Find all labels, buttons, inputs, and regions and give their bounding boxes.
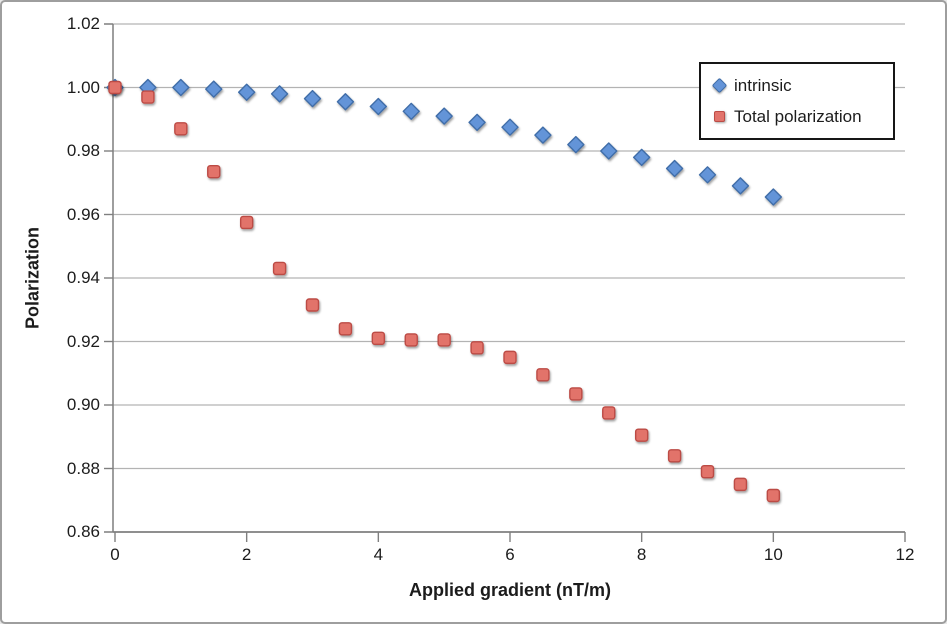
data-point-intrinsic xyxy=(303,89,322,108)
x-tick-label: 6 xyxy=(505,545,515,564)
data-point-intrinsic xyxy=(172,78,190,97)
y-axis-title: Polarization xyxy=(22,226,43,330)
data-point-total-polarization xyxy=(634,428,649,442)
data-point-total-polarization xyxy=(141,90,155,104)
data-point-total-polarization xyxy=(272,261,287,276)
data-points-group xyxy=(106,78,783,503)
data-point-intrinsic xyxy=(501,118,519,136)
data-point-total-polarization xyxy=(536,368,550,382)
y-tick-label: 0.98 xyxy=(66,141,100,160)
x-tick-label: 10 xyxy=(763,545,783,564)
legend-item-total-polarization: Total polarization xyxy=(714,107,893,127)
data-point-intrinsic xyxy=(534,126,552,144)
data-point-total-polarization xyxy=(700,464,715,479)
data-point-total-polarization xyxy=(733,477,748,492)
x-tick-label: 4 xyxy=(373,545,384,564)
data-point-intrinsic xyxy=(336,93,355,111)
data-point-total-polarization xyxy=(207,164,221,179)
data-point-total-polarization xyxy=(569,387,583,401)
data-point-total-polarization xyxy=(305,298,320,312)
data-point-total-polarization xyxy=(404,333,418,347)
data-point-total-polarization xyxy=(470,341,484,355)
axes-group xyxy=(104,23,906,542)
data-point-total-polarization xyxy=(437,333,451,347)
data-point-intrinsic xyxy=(567,135,585,154)
data-point-intrinsic xyxy=(205,80,223,98)
data-point-total-polarization xyxy=(108,80,122,95)
data-point-total-polarization xyxy=(371,331,386,346)
y-tick-label: 1.02 xyxy=(66,14,100,33)
data-point-intrinsic xyxy=(764,188,783,206)
y-tick-label: 0.86 xyxy=(66,522,100,541)
data-point-total-polarization xyxy=(503,350,517,365)
y-tick-label: 0.96 xyxy=(66,204,100,224)
data-point-total-polarization xyxy=(667,449,682,463)
y-tick-label: 1.00 xyxy=(66,77,100,97)
data-point-intrinsic xyxy=(402,102,420,121)
legend-item-intrinsic: intrinsic xyxy=(711,75,893,96)
data-point-total-polarization xyxy=(174,122,188,136)
y-tick-label: 0.94 xyxy=(66,268,100,287)
y-tick-label: 0.92 xyxy=(66,331,100,351)
data-point-total-polarization xyxy=(239,215,254,230)
intrinsic-diamond-icon xyxy=(711,77,728,94)
y-tick-label: 0.90 xyxy=(66,395,100,414)
legend: intrinsic Total polarization xyxy=(699,62,895,140)
data-point-intrinsic xyxy=(731,177,750,195)
data-point-intrinsic xyxy=(632,148,651,167)
data-point-intrinsic xyxy=(698,166,717,184)
total-polarization-square-icon xyxy=(714,111,725,122)
x-tick-label: 2 xyxy=(241,545,252,564)
data-point-intrinsic xyxy=(369,97,388,116)
x-axis-title: Applied gradient (nT/m) xyxy=(409,580,611,600)
data-point-intrinsic xyxy=(468,113,486,132)
data-point-intrinsic xyxy=(665,159,684,178)
legend-label-total-polarization: Total polarization xyxy=(734,106,862,126)
x-tick-label: 8 xyxy=(636,545,647,564)
data-point-intrinsic xyxy=(270,85,289,103)
data-point-total-polarization xyxy=(766,488,781,503)
data-point-intrinsic xyxy=(237,83,256,101)
data-point-intrinsic xyxy=(600,142,618,160)
data-point-total-polarization xyxy=(602,406,616,420)
data-point-total-polarization xyxy=(338,322,353,336)
data-point-intrinsic xyxy=(435,107,453,125)
x-tick-label: 12 xyxy=(895,545,915,564)
x-tick-label: 0 xyxy=(110,545,120,564)
legend-label-intrinsic: intrinsic xyxy=(734,75,792,95)
y-tick-label: 0.88 xyxy=(66,458,100,478)
